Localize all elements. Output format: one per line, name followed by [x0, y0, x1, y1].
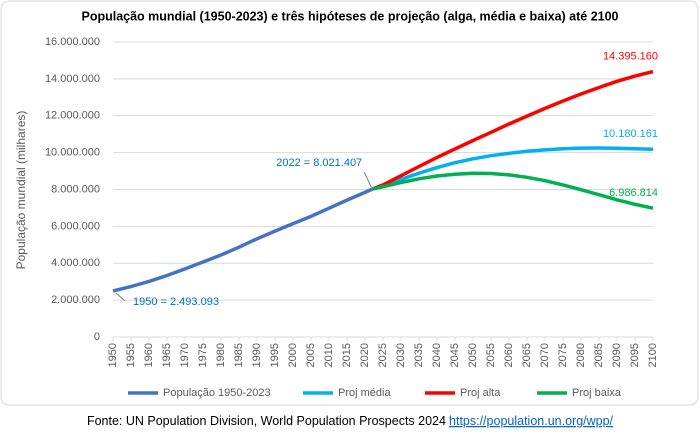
y-tick-label: 12.000.000 — [45, 110, 100, 122]
y-tick-label: 10.000.000 — [45, 147, 100, 159]
x-tick-label: 2065 — [521, 343, 533, 367]
y-tick-label: 2.000.000 — [51, 294, 100, 306]
x-tick-label: 2050 — [467, 343, 479, 367]
legend-label: Proj média — [338, 387, 391, 399]
x-tick-label: 2040 — [431, 343, 443, 367]
value-label: 10.180.161 — [603, 128, 658, 140]
x-tick-label: 1975 — [197, 343, 209, 367]
y-tick-label: 14.000.000 — [45, 73, 100, 85]
series-line — [371, 69, 654, 191]
series-line — [112, 187, 373, 293]
annotation: 2022 = 8.021.407 — [276, 157, 362, 169]
chart-title: População mundial (1950-2023) e três hip… — [81, 9, 618, 23]
x-tick-label: 1960 — [143, 343, 155, 367]
x-tick-label: 2005 — [305, 343, 317, 367]
x-tick-label: 1995 — [269, 343, 281, 367]
x-tick-label: 2075 — [557, 343, 569, 367]
y-tick-label: 4.000.000 — [51, 257, 100, 269]
x-tick-label: 2060 — [503, 343, 515, 367]
x-tick-label: 2100 — [647, 343, 659, 367]
x-tick-label: 2055 — [485, 343, 497, 367]
annotation-leader — [363, 171, 372, 188]
value-label: 14.395.160 — [603, 50, 658, 62]
y-tick-label: 0 — [94, 331, 100, 343]
x-tick-label: 1990 — [251, 343, 263, 367]
x-tick-label: 2000 — [287, 343, 299, 367]
x-tick-label: 2010 — [323, 343, 335, 367]
y-axis-title: População mundial (milhares) — [14, 111, 28, 270]
series-line — [371, 171, 654, 210]
x-tick-label: 2095 — [629, 343, 641, 367]
legend-label: Proj baixa — [572, 387, 622, 399]
x-tick-label: 2035 — [413, 343, 425, 367]
legend-label: Proj alta — [460, 387, 501, 399]
source-text: Fonte: UN Population Division, World Pop… — [87, 414, 446, 428]
x-tick-label: 2025 — [377, 343, 389, 367]
x-tick-label: 1970 — [179, 343, 191, 367]
annotation: 1950 = 2.493.093 — [133, 296, 219, 308]
source-link[interactable]: https://population.un.org/wpp/ — [449, 414, 614, 428]
chart-frame — [0, 0, 699, 406]
x-tick-label: 2030 — [395, 343, 407, 367]
source: Fonte: UN Population Division, World Pop… — [87, 414, 614, 428]
x-tick-label: 1965 — [161, 343, 173, 367]
series-line — [371, 146, 654, 191]
annotation-leader — [115, 292, 126, 302]
x-tick-label: 2020 — [359, 343, 371, 367]
x-tick-label: 1980 — [215, 343, 227, 367]
x-tick-label: 1950 — [107, 343, 119, 367]
y-tick-label: 16.000.000 — [45, 36, 100, 48]
y-tick-label: 6.000.000 — [51, 220, 100, 232]
value-label: 6.986.814 — [609, 187, 658, 199]
x-tick-label: 2085 — [593, 343, 605, 367]
legend-label: População 1950-2023 — [163, 387, 271, 399]
x-tick-label: 2080 — [575, 343, 587, 367]
x-tick-label: 2090 — [611, 343, 623, 367]
y-tick-label: 8.000.000 — [51, 183, 100, 195]
x-tick-label: 2070 — [539, 343, 551, 367]
x-tick-label: 1955 — [125, 343, 137, 367]
x-tick-label: 2045 — [449, 343, 461, 367]
x-tick-label: 2015 — [341, 343, 353, 367]
x-tick-label: 1985 — [233, 343, 245, 367]
